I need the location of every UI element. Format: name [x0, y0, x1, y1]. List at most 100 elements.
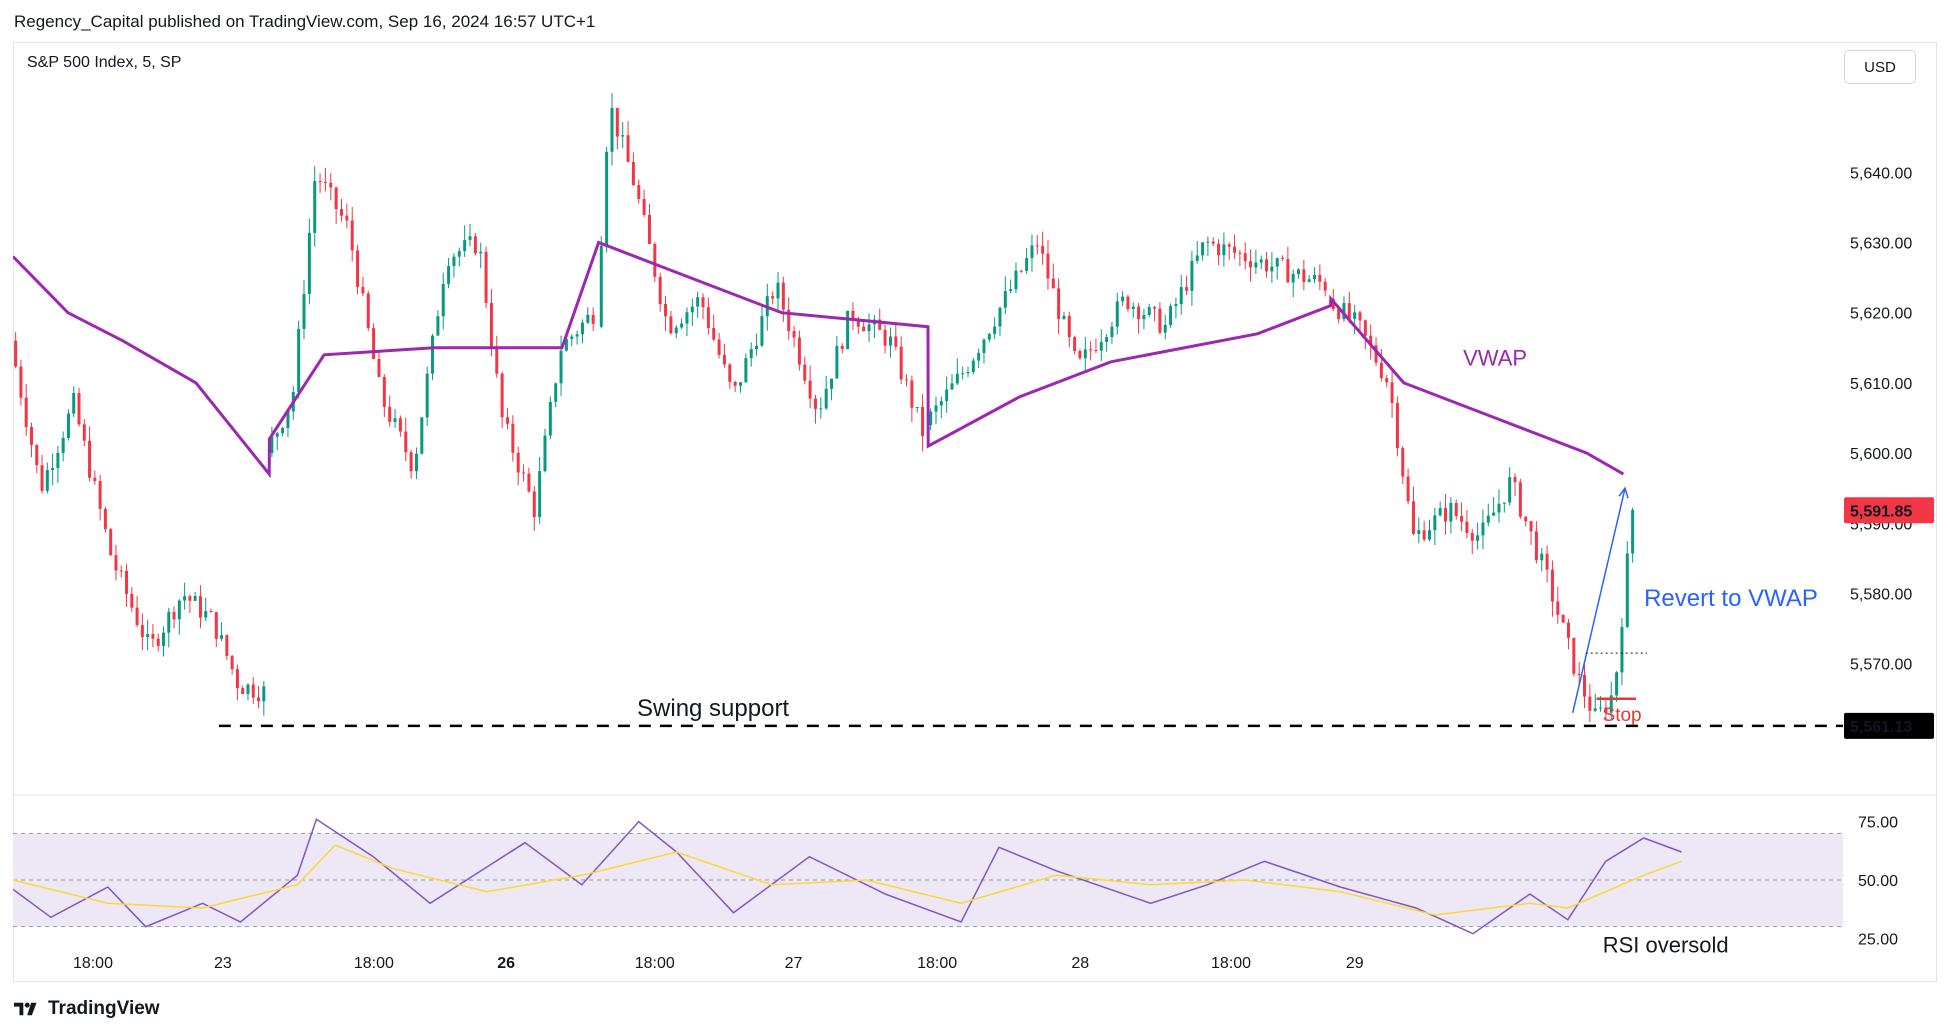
candle-body [905, 379, 909, 381]
candle-body [382, 376, 386, 407]
candle-body [1233, 246, 1237, 253]
candle-body [945, 389, 949, 402]
candle-body [1003, 291, 1007, 308]
rsi-oversold-label: RSI oversold [1603, 933, 1729, 958]
candle-body [307, 232, 311, 294]
candle-body [851, 310, 855, 321]
candle-body [1615, 672, 1619, 696]
candle-body [899, 346, 903, 380]
candle-body [66, 413, 70, 438]
candle-body [209, 611, 213, 613]
candle-body [733, 381, 737, 386]
candle-body [404, 431, 408, 453]
candle-body [1174, 304, 1178, 307]
candle-body [1222, 244, 1226, 256]
candle-body [56, 452, 60, 469]
candle-body [286, 411, 290, 428]
candle-body [135, 607, 139, 626]
candle-body [463, 239, 467, 252]
candle-body [1195, 255, 1199, 261]
candle-body [119, 570, 123, 572]
candle-body [1078, 351, 1082, 359]
candle-body [1323, 281, 1327, 291]
candle-body [1270, 266, 1274, 272]
candle-body [1374, 345, 1378, 363]
candle-body [712, 327, 716, 340]
time-tick-label: 23 [214, 955, 232, 972]
candle-body [1297, 269, 1301, 275]
candle-body [929, 411, 933, 425]
candle-body [313, 181, 317, 233]
candle-body [1529, 521, 1533, 532]
candle-body [883, 329, 887, 346]
candle-body [188, 596, 192, 601]
candle-body [146, 634, 150, 638]
candle-body [220, 635, 224, 639]
support-price-badge [1844, 712, 1934, 739]
candle-body [452, 256, 456, 267]
candle-body [1337, 309, 1341, 320]
candle-body [1395, 402, 1399, 449]
candle-body [1206, 241, 1210, 243]
candle-body [1030, 245, 1034, 259]
candle-body [1307, 279, 1311, 282]
candle-body [626, 135, 630, 162]
candle-body [302, 293, 306, 329]
candle-body [1243, 253, 1247, 262]
candle-body [1142, 314, 1146, 320]
candle-body [631, 161, 635, 186]
candle-body [77, 393, 81, 425]
candle-body [706, 307, 710, 328]
candle-body [125, 570, 129, 594]
candle-body [246, 684, 250, 695]
currency-button[interactable]: USD [1844, 50, 1916, 84]
candle-body [1041, 245, 1045, 254]
candle-body [776, 282, 780, 299]
candle-body [1211, 241, 1215, 244]
candle-body [377, 359, 381, 377]
candle-body [1217, 243, 1221, 256]
candle-body [425, 373, 429, 418]
candle-body [610, 107, 614, 152]
candle-body [1583, 674, 1587, 697]
candle-body [637, 185, 641, 200]
candle-body [787, 309, 791, 332]
candle-body [564, 338, 568, 351]
publisher-header: Regency_Capital published on TradingView… [14, 12, 596, 31]
candle-body [19, 366, 23, 398]
candle-body [275, 433, 279, 437]
candle-body [72, 393, 76, 414]
candle-body [297, 328, 301, 392]
tradingview-logo[interactable]: TradingView [14, 998, 160, 1020]
time-tick-label: 26 [497, 955, 515, 972]
candle-body [674, 327, 678, 334]
candle-body [1254, 262, 1258, 268]
candle-body [1556, 601, 1560, 615]
candle-body [225, 635, 229, 656]
price-axis: 5,640.00 5,630.00 5,620.00 5,610.00 5,600.00… [1850, 165, 1912, 673]
last-price-badge [1844, 497, 1934, 524]
candle-body [1422, 530, 1426, 540]
candle-body [862, 326, 866, 332]
candle-body [621, 135, 625, 137]
candle-body [409, 452, 413, 472]
price-tick-label: 5,600.00 [1850, 446, 1912, 463]
candle-body [1417, 530, 1421, 534]
candle-body [1342, 303, 1346, 320]
candle-body [270, 436, 274, 454]
support-price-value: 5,561.13 [1850, 719, 1912, 736]
candle-body [1561, 614, 1565, 623]
candle-body [808, 380, 812, 399]
candle-body [1121, 296, 1125, 302]
candle-body [1497, 503, 1501, 513]
candle-body [1406, 476, 1410, 502]
candle-body [167, 611, 171, 633]
candle-body [728, 364, 732, 382]
candle-body [591, 314, 595, 324]
candle-body [251, 684, 255, 698]
candle-body [14, 340, 18, 367]
candle-body [527, 473, 531, 492]
candle-body [824, 388, 828, 409]
candle-body [366, 293, 370, 329]
